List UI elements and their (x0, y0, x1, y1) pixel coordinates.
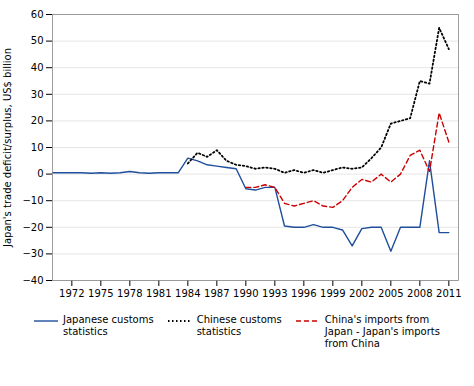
svg-text:1972: 1972 (59, 288, 84, 299)
svg-text:1984: 1984 (175, 288, 200, 299)
svg-text:1978: 1978 (117, 288, 142, 299)
svg-text:−30: −30 (22, 248, 43, 259)
svg-text:−20: −20 (22, 222, 43, 233)
svg-text:Japan's trade deficit/surplus,: Japan's trade deficit/surplus, US$ billi… (2, 48, 13, 248)
html-text:Chinese customs statistics: Chinese customs statistics (196, 314, 282, 337)
html-text:Japanese customs statistics: Japanese customs statistics (63, 314, 154, 337)
svg-text:20: 20 (31, 115, 44, 126)
svg-text:30: 30 (31, 89, 44, 100)
svg-text:1987: 1987 (204, 288, 229, 299)
svg-text:50: 50 (31, 35, 44, 46)
svg-text:1996: 1996 (291, 288, 316, 299)
svg-text:−40: −40 (22, 275, 43, 286)
svg-text:2008: 2008 (407, 288, 432, 299)
svg-text:1990: 1990 (233, 288, 258, 299)
svg-text:10: 10 (31, 142, 44, 153)
svg-text:1999: 1999 (320, 288, 345, 299)
svg-text:1993: 1993 (262, 288, 287, 299)
svg-text:2005: 2005 (378, 288, 403, 299)
svg-text:1981: 1981 (146, 288, 171, 299)
svg-text:1975: 1975 (88, 288, 113, 299)
svg-text:60: 60 (31, 9, 44, 20)
svg-text:40: 40 (31, 62, 44, 73)
svg-text:0: 0 (37, 168, 43, 179)
svg-text:2002: 2002 (349, 288, 374, 299)
svg-text:2011: 2011 (436, 288, 461, 299)
html-text:China's imports from Japan - J: China's imports from Japan - Japan's imp… (324, 314, 440, 349)
svg-text:−10: −10 (22, 195, 43, 206)
